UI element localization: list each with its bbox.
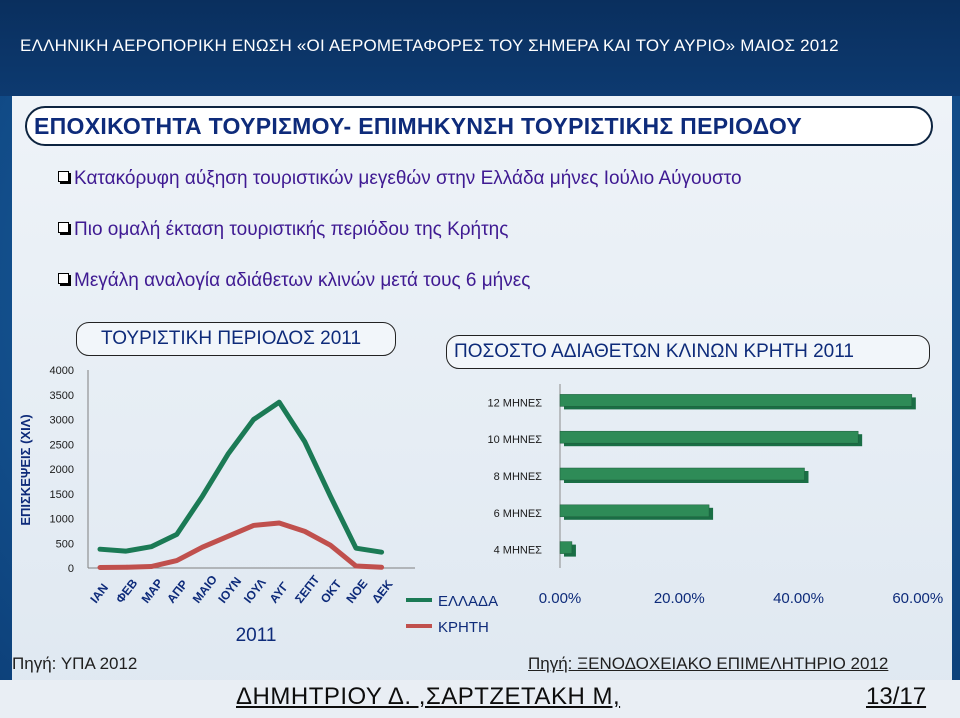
author-names: ΔΗΜΗΤΡΙΟΥ Δ. ,ΣΑΡΤΖΕΤΑΚΗ Μ,: [236, 683, 621, 710]
bar-chart-title: ΠΟΣΟΣΤΟ ΑΔΙΑΘΕΤΩΝ ΚΛΙΝΩΝ ΚΡΗΤΗ 2011: [454, 341, 854, 362]
checkbox-bullet-icon: [58, 273, 69, 284]
bullet-text: Πιο ομαλή έκταση τουριστικής περιόδου τη…: [74, 219, 509, 240]
banner-frame: [25, 106, 933, 146]
page-number: 13/17: [866, 683, 927, 710]
bullet-item-3: Μεγάλη αναλογία αδιάθετων κλινών μετά το…: [58, 270, 530, 292]
bullet-text: Κατακόρυφη αύξηση τουριστικών μεγεθών στ…: [74, 168, 742, 189]
banner-title: ΕΠΟΧΙΚΟΤΗΤΑ ΤΟΥΡΙΣΜΟΥ- ΕΠΙΜΗΚΥΝΣΗ ΤΟΥΡΙΣ…: [34, 113, 803, 139]
bar-chart-source: Πηγή: ΞΕΝΟΔΟΧΕΙΑΚΟ ΕΠΙΜΕΛΗΤΗΡΙΟ 2012: [528, 654, 889, 673]
bullet-item-1: Κατακόρυφη αύξηση τουριστικών μεγεθών στ…: [58, 168, 742, 190]
bullet-item-2: Πιο ομαλή έκταση τουριστικής περιόδου τη…: [58, 219, 508, 241]
checkbox-bullet-icon: [58, 171, 69, 182]
checkbox-bullet-icon: [58, 222, 69, 233]
line-chart-title: ΤΟΥΡΙΣΤΙΚΗ ΠΕΡΙΟΔΟΣ 2011: [101, 328, 362, 349]
line-chart-source: Πηγή: ΥΠΑ 2012: [12, 654, 138, 673]
line-chart-title-frame: [76, 322, 396, 356]
header-title: ΕΛΛΗΝΙΚΗ ΑΕΡΟΠΟΡΙΚΗ ΕΝΩΣΗ «ΟΙ ΑΕΡΟΜΕΤΑΦΟ…: [20, 36, 839, 55]
bullet-text: Μεγάλη αναλογία αδιάθετων κλινών μετά το…: [74, 270, 531, 291]
footer-band: [0, 680, 960, 718]
bar-chart-title-frame: [446, 335, 930, 369]
header-band: [0, 0, 960, 96]
